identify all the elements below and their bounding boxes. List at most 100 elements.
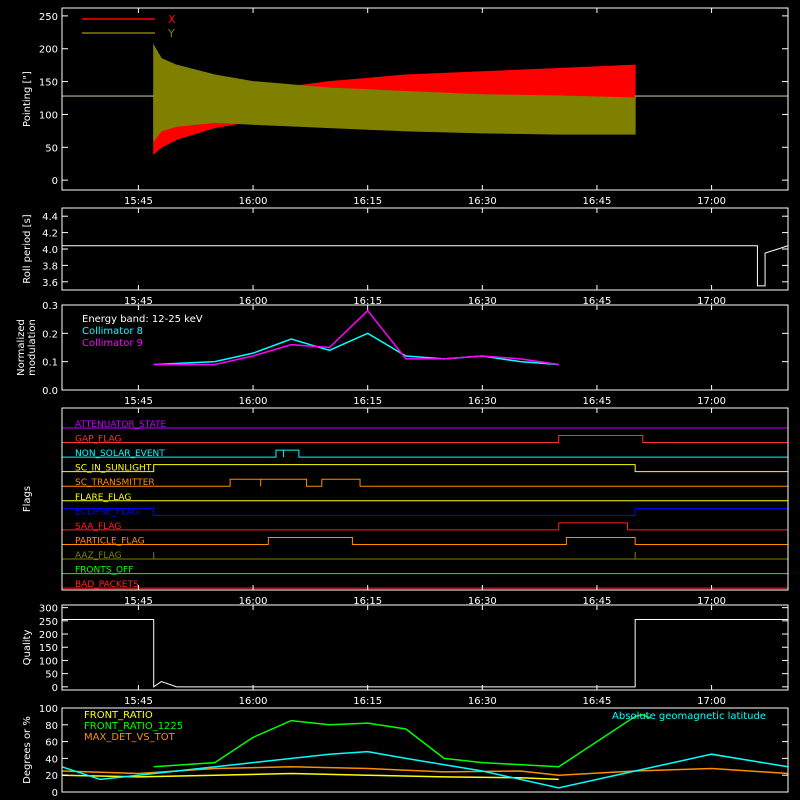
x-tick-label-4-5: 17:00 xyxy=(697,696,726,707)
x-tick-label-2-3: 16:30 xyxy=(468,396,497,407)
x-tick-label-2-4: 16:45 xyxy=(583,396,612,407)
x-tick-label-4-0: 15:45 xyxy=(124,696,153,707)
legend-label-front_ratio: FRONT_RATIO xyxy=(84,710,153,721)
y-axis-label-5: Degrees or % xyxy=(22,716,33,784)
flag-label-sc_transmitter: SC_TRANSMITTER xyxy=(75,478,155,488)
legend-label-max_det_vs_tot: MAX_DET_VS_TOT xyxy=(84,732,176,743)
y-axis-label-4: Quality xyxy=(22,630,33,666)
panel-frame-3 xyxy=(61,407,789,591)
y-tick-label-1-2: 4.0 xyxy=(42,245,58,256)
x-tick-label-3-0: 15:45 xyxy=(124,596,153,607)
flag-label-bad_packets: BAD_PACKETS xyxy=(75,580,139,590)
y-tick-label-5-5: 100 xyxy=(39,704,58,715)
y-axis-label-3: Flags xyxy=(22,486,33,512)
series-line-absolute-geomagnetic-latitude xyxy=(61,750,789,789)
y-tick-label-1-0: 3.6 xyxy=(42,278,58,289)
x-tick-label-0-2: 16:15 xyxy=(353,196,382,207)
x-tick-label-1-4: 16:45 xyxy=(583,296,612,307)
series-line-front_ratio xyxy=(61,772,559,781)
x-tick-label-0-0: 15:45 xyxy=(124,196,153,207)
y-tick-label-0-2: 100 xyxy=(39,110,58,121)
legend-label-Collimator 8: Collimator 8 xyxy=(82,326,143,337)
flag-label-non_solar_event: NON_SOLAR_EVENT xyxy=(75,449,165,459)
y-axis-label-1: Roll period [s] xyxy=(22,214,33,283)
x-tick-label-2-0: 15:45 xyxy=(124,396,153,407)
x-tick-label-0-4: 16:45 xyxy=(583,196,612,207)
y-tick-label-5-0: 0 xyxy=(52,788,58,799)
y-tick-label-5-3: 60 xyxy=(45,738,58,749)
flag-line-sc_transmitter xyxy=(62,478,788,487)
x-tick-label-1-3: 16:30 xyxy=(468,296,497,307)
panel-annotation-latitude: Absolute geomagnetic latitude xyxy=(612,711,766,722)
flag-line-particle_flag xyxy=(62,536,788,545)
y-tick-label-4-1: 50 xyxy=(45,670,58,681)
y-tick-label-0-1: 50 xyxy=(45,143,58,154)
x-tick-label-2-2: 16:15 xyxy=(353,396,382,407)
x-tick-label-4-4: 16:45 xyxy=(583,696,612,707)
y-tick-label-5-1: 20 xyxy=(45,771,58,782)
flag-label-sc_in_sunlight: SC_IN_SUNLIGHT xyxy=(75,464,152,474)
series-band-Y xyxy=(62,43,788,143)
panel-frame-0 xyxy=(61,7,789,191)
flag-label-gap_flag: GAP_FLAG xyxy=(75,435,121,445)
y-tick-label-4-6: 300 xyxy=(39,604,58,615)
panel-frame-5 xyxy=(61,707,789,793)
x-tick-label-1-1: 16:00 xyxy=(239,296,268,307)
y-tick-label-5-4: 80 xyxy=(45,721,58,732)
y-axis-label-0: Pointing ["] xyxy=(22,71,33,127)
y-tick-label-0-3: 150 xyxy=(39,78,58,89)
y-tick-label-1-1: 3.8 xyxy=(42,261,58,272)
panel-annotation: Energy band: 12-25 keV xyxy=(82,314,203,325)
legend-label-Y: Y xyxy=(167,27,175,40)
flag-label-aaz_flag: AAZ_FLAG xyxy=(75,551,122,561)
y-tick-label-2-3: 0.3 xyxy=(42,301,58,312)
flag-label-particle_flag: PARTICLE_FLAG xyxy=(75,536,145,546)
flag-line-gap_flag xyxy=(62,435,788,444)
x-tick-label-0-5: 17:00 xyxy=(697,196,726,207)
series-line-quality xyxy=(62,619,788,688)
x-tick-label-4-3: 16:30 xyxy=(468,696,497,707)
y-tick-label-4-0: 0 xyxy=(52,683,58,694)
x-tick-label-3-4: 16:45 xyxy=(583,596,612,607)
x-tick-label-4-2: 16:15 xyxy=(353,696,382,707)
series-line-Collimator 8 xyxy=(153,332,559,366)
y-tick-label-1-4: 4.4 xyxy=(42,212,58,223)
y-tick-label-0-0: 0 xyxy=(52,176,58,187)
y-tick-label-2-0: 0.0 xyxy=(42,386,58,397)
flag-label-attenuator_state: ATTENUATOR_STATE xyxy=(75,420,167,430)
legend-label-Collimator 9: Collimator 9 xyxy=(82,338,143,349)
y-axis-label-2: Normalized xyxy=(16,319,27,376)
x-tick-label-2-5: 17:00 xyxy=(697,396,726,407)
x-tick-label-3-2: 16:15 xyxy=(353,596,382,607)
y-tick-label-0-4: 200 xyxy=(39,45,58,56)
y-axis-label-2: modulation xyxy=(27,319,38,376)
y-tick-label-4-4: 200 xyxy=(39,630,58,641)
flag-label-flare_flag: FLARE_FLAG xyxy=(75,493,131,503)
flag-label-saa_flag: SAA_FLAG xyxy=(75,522,121,532)
x-tick-label-3-1: 16:00 xyxy=(239,596,268,607)
y-tick-label-4-2: 100 xyxy=(39,656,58,667)
flag-line-saa_flag xyxy=(62,522,788,531)
x-tick-label-1-0: 15:45 xyxy=(124,296,153,307)
flag-line-eclipse_flag xyxy=(61,507,789,516)
y-tick-label-5-2: 40 xyxy=(45,754,58,765)
x-tick-label-3-5: 17:00 xyxy=(697,596,726,607)
y-tick-label-2-2: 0.2 xyxy=(42,329,58,340)
y-tick-label-4-5: 250 xyxy=(39,617,58,628)
x-tick-label-1-5: 17:00 xyxy=(697,296,726,307)
y-tick-label-1-3: 4.2 xyxy=(42,229,58,240)
x-tick-label-3-3: 16:30 xyxy=(468,596,497,607)
x-tick-label-2-1: 16:00 xyxy=(239,396,268,407)
y-tick-label-0-5: 250 xyxy=(39,12,58,23)
flag-line-aaz_flag xyxy=(62,552,788,560)
x-tick-label-4-1: 16:00 xyxy=(239,696,268,707)
series-line-Collimator 9 xyxy=(153,309,559,366)
flag-line-sc_in_sunlight xyxy=(62,464,788,473)
y-tick-label-4-3: 150 xyxy=(39,643,58,654)
x-tick-label-0-1: 16:00 xyxy=(239,196,268,207)
series-line-front_ratio_1225 xyxy=(153,713,651,768)
x-tick-label-1-2: 16:15 xyxy=(353,296,382,307)
flag-label-fronts_off: FRONTS_OFF xyxy=(75,566,133,576)
